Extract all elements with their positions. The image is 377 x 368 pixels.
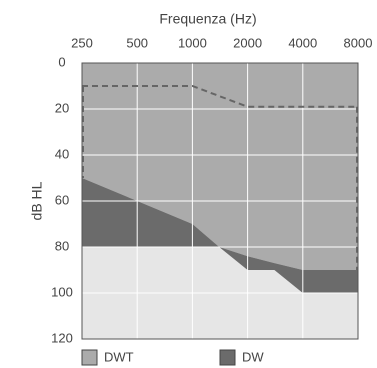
- legend-swatch: [81, 349, 98, 366]
- legend-swatch: [219, 349, 236, 366]
- x-tick-label: 8000: [344, 35, 373, 50]
- x-tick-label: 250: [71, 35, 93, 50]
- x-tick-label: 2000: [233, 35, 262, 50]
- area-dwt: [82, 63, 358, 270]
- y-tick-label: 120: [51, 330, 73, 345]
- chart-title: Frequenza (Hz): [159, 11, 256, 27]
- y-tick-label: 0: [58, 54, 65, 69]
- dashed-line: [82, 85, 358, 108]
- y-tick-label: 20: [55, 100, 69, 115]
- legend-label: DW: [242, 349, 264, 364]
- y-tick-label: 100: [51, 284, 73, 299]
- legend-label: DWT: [104, 349, 134, 364]
- x-tick-label: 4000: [288, 35, 317, 50]
- plot-border: [81, 62, 359, 340]
- y-tick-label: 80: [55, 238, 69, 253]
- x-tick-label: 1000: [178, 35, 207, 50]
- y-axis-label: dB HL: [29, 181, 45, 220]
- y-tick-label: 60: [55, 192, 69, 207]
- x-tick-label: 500: [126, 35, 148, 50]
- y-tick-label: 40: [55, 146, 69, 161]
